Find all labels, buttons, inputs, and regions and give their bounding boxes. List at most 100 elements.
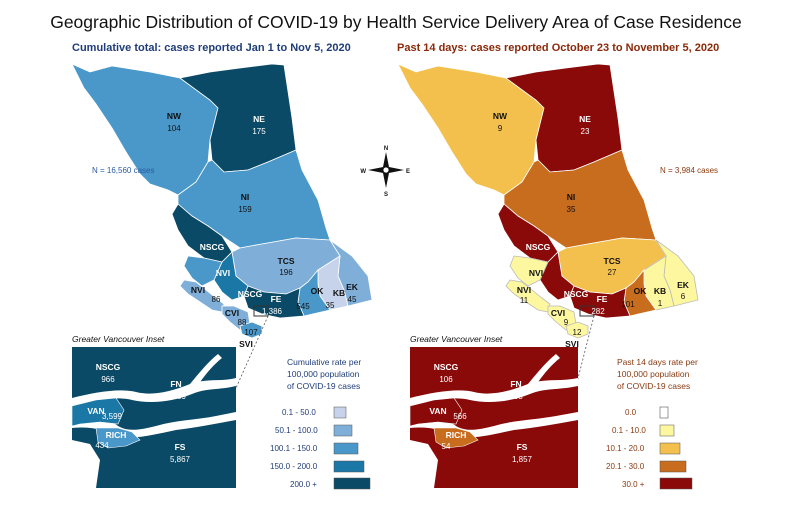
compass-s: S [384,192,388,198]
right-inset-label-fn: FN [510,379,521,389]
left-n-label: N = 16,560 cases [92,166,154,175]
right-value-fe: 282 [591,307,605,316]
left-label-tcs: TCS [278,256,295,266]
right-label-cvi: CVI [551,308,565,318]
left-inset-pitt-river [190,354,222,388]
left-inset-value-van: 3,599 [102,412,123,421]
left-inset-van [71,397,125,427]
right-subtitle: Past 14 days: cases reported October 23 … [397,42,719,54]
right-inset-value-van: 566 [453,412,467,421]
left-label-nvi: NVI [191,285,205,295]
right-value-ni: 35 [567,205,576,214]
left-label-nw: NW [167,111,182,121]
right-legend-label-4: 30.0 + [622,480,645,489]
left-inset-label-fn: FN [170,379,181,389]
right-label-kb: KB [654,286,666,296]
right-legend-label-0: 0.0 [625,408,637,417]
left-value-nvi: 86 [212,295,221,304]
left-label-nscg-south: NSCG [238,289,263,299]
right-label-ne: NE [579,114,591,124]
right-label-nscg: NSCG [526,242,551,252]
left-region-svi [239,321,263,339]
left-value-ni: 159 [238,205,252,214]
right-labels: NW NE NI NSCG NVI TCS NVI NSCG FE OK KB … [493,111,690,349]
left-inset-strait [72,440,100,488]
left-labels: NW NE NI NSCG NVI TCS NVI NSCG FE OK KB … [167,111,359,349]
right-inset-van [409,397,463,427]
right-legend-label-3: 20.1 - 30.0 [606,462,645,471]
right-inset-labels: NSCG FN VAN RICH FS [429,362,527,452]
left-value-ok: 545 [296,302,310,311]
right-inset-marker [579,305,595,317]
left-inset-rich [95,427,141,449]
left-region-nvi-top [183,255,223,287]
right-legend-label-2: 10.1 - 20.0 [606,444,645,453]
page-title: Geographic Distribution of COVID-19 by H… [50,12,742,32]
right-inset-value-fn: 683 [509,392,523,401]
left-value-svi: 107 [244,328,258,337]
right-legend-title-line-2: 100,000 population [617,369,690,379]
left-label-ok: OK [311,286,325,296]
left-inset-value-fs: 5,867 [170,455,191,464]
right-inset-pitt-river [528,354,560,388]
compass-n: N [384,146,388,152]
left-values: 104 175 159 196 86 545 35 45 1,386 88 10… [167,124,357,337]
right-legend-swatch-2 [659,442,681,455]
left-inset-values: 966 2,409 3,599 434 5,867 [95,375,190,464]
left-inset-marker [253,305,269,317]
right-legend-swatch-0 [659,406,669,419]
right-label-tcs: TCS [604,256,621,266]
left-inset-label-fs: FS [175,442,186,452]
right-legend-label-1: 0.1 - 10.0 [612,426,646,435]
left-inset-label-nscg: NSCG [96,362,121,372]
left-inset-labels: NSCG FN VAN RICH FS [87,362,185,452]
right-inset-value-nscg: 106 [439,375,453,384]
left-label-ne: NE [253,114,265,124]
left-region-fe [243,285,305,319]
left-legend-label-4: 200.0 + [290,480,317,489]
compass-w: W [360,169,366,175]
left-legend-swatch-4 [333,477,371,490]
left-label-cvi: CVI [225,308,239,318]
right-legend-title-line-3: of COVID-19 cases [617,381,690,391]
left-legend-title-line-3: of COVID-19 cases [287,381,360,391]
right-value-ok: 101 [621,300,635,309]
left-legend-label-3: 150.0 - 200.0 [270,462,318,471]
right-value-tcs: 27 [608,268,617,277]
left-label-ni: NI [241,192,250,202]
right-label-fe: FE [597,294,608,304]
right-region-fe [569,285,631,319]
right-label-nvi: NVI [517,285,531,295]
right-legend-title-line-1: Past 14 days rate per [617,357,698,367]
left-value-fe: 1,386 [262,307,283,316]
right-label-svi: SVI [565,339,579,349]
right-inset-label-rich: RICH [446,430,467,440]
left-label-svi: SVI [239,339,253,349]
left-legend-swatch-2 [333,442,359,455]
left-legend-label-0: 0.1 - 50.0 [282,408,316,417]
right-value-cvi: 9 [564,318,569,327]
right-label-nw: NW [493,111,508,121]
north-arrow-icon: N S W E [360,146,410,198]
left-legend-label-2: 100.1 - 150.0 [270,444,318,453]
left-label-kb: KB [333,288,345,298]
left-inset-title: Greater Vancouver Inset [72,334,165,344]
compass-e: E [406,169,410,175]
left-label-fe: FE [271,294,282,304]
left-legend: Cumulative rate per 100,000 population o… [270,357,371,490]
left-inset-value-rich: 434 [95,441,109,450]
right-value-nw: 9 [498,124,503,133]
left-inset: NSCG FN VAN RICH FS 966 2,409 3,599 434 … [71,347,236,488]
right-legend-swatch-3 [659,460,687,473]
right-label-ni: NI [567,192,576,202]
left-map: NW NE NI NSCG NVI TCS NVI NSCG FE OK KB … [71,63,373,389]
left-value-kb: 35 [326,301,335,310]
left-label-nscg: NSCG [200,242,225,252]
right-legend-swatch-4 [659,477,693,490]
right-map: NW NE NI NSCG NVI TCS NVI NSCG FE OK KB … [397,63,699,387]
left-value-ek: 45 [348,295,357,304]
right-inset-rich [433,427,479,449]
right-legend: Past 14 days rate per 100,000 population… [606,357,698,490]
left-legend-swatch-0 [333,406,347,419]
